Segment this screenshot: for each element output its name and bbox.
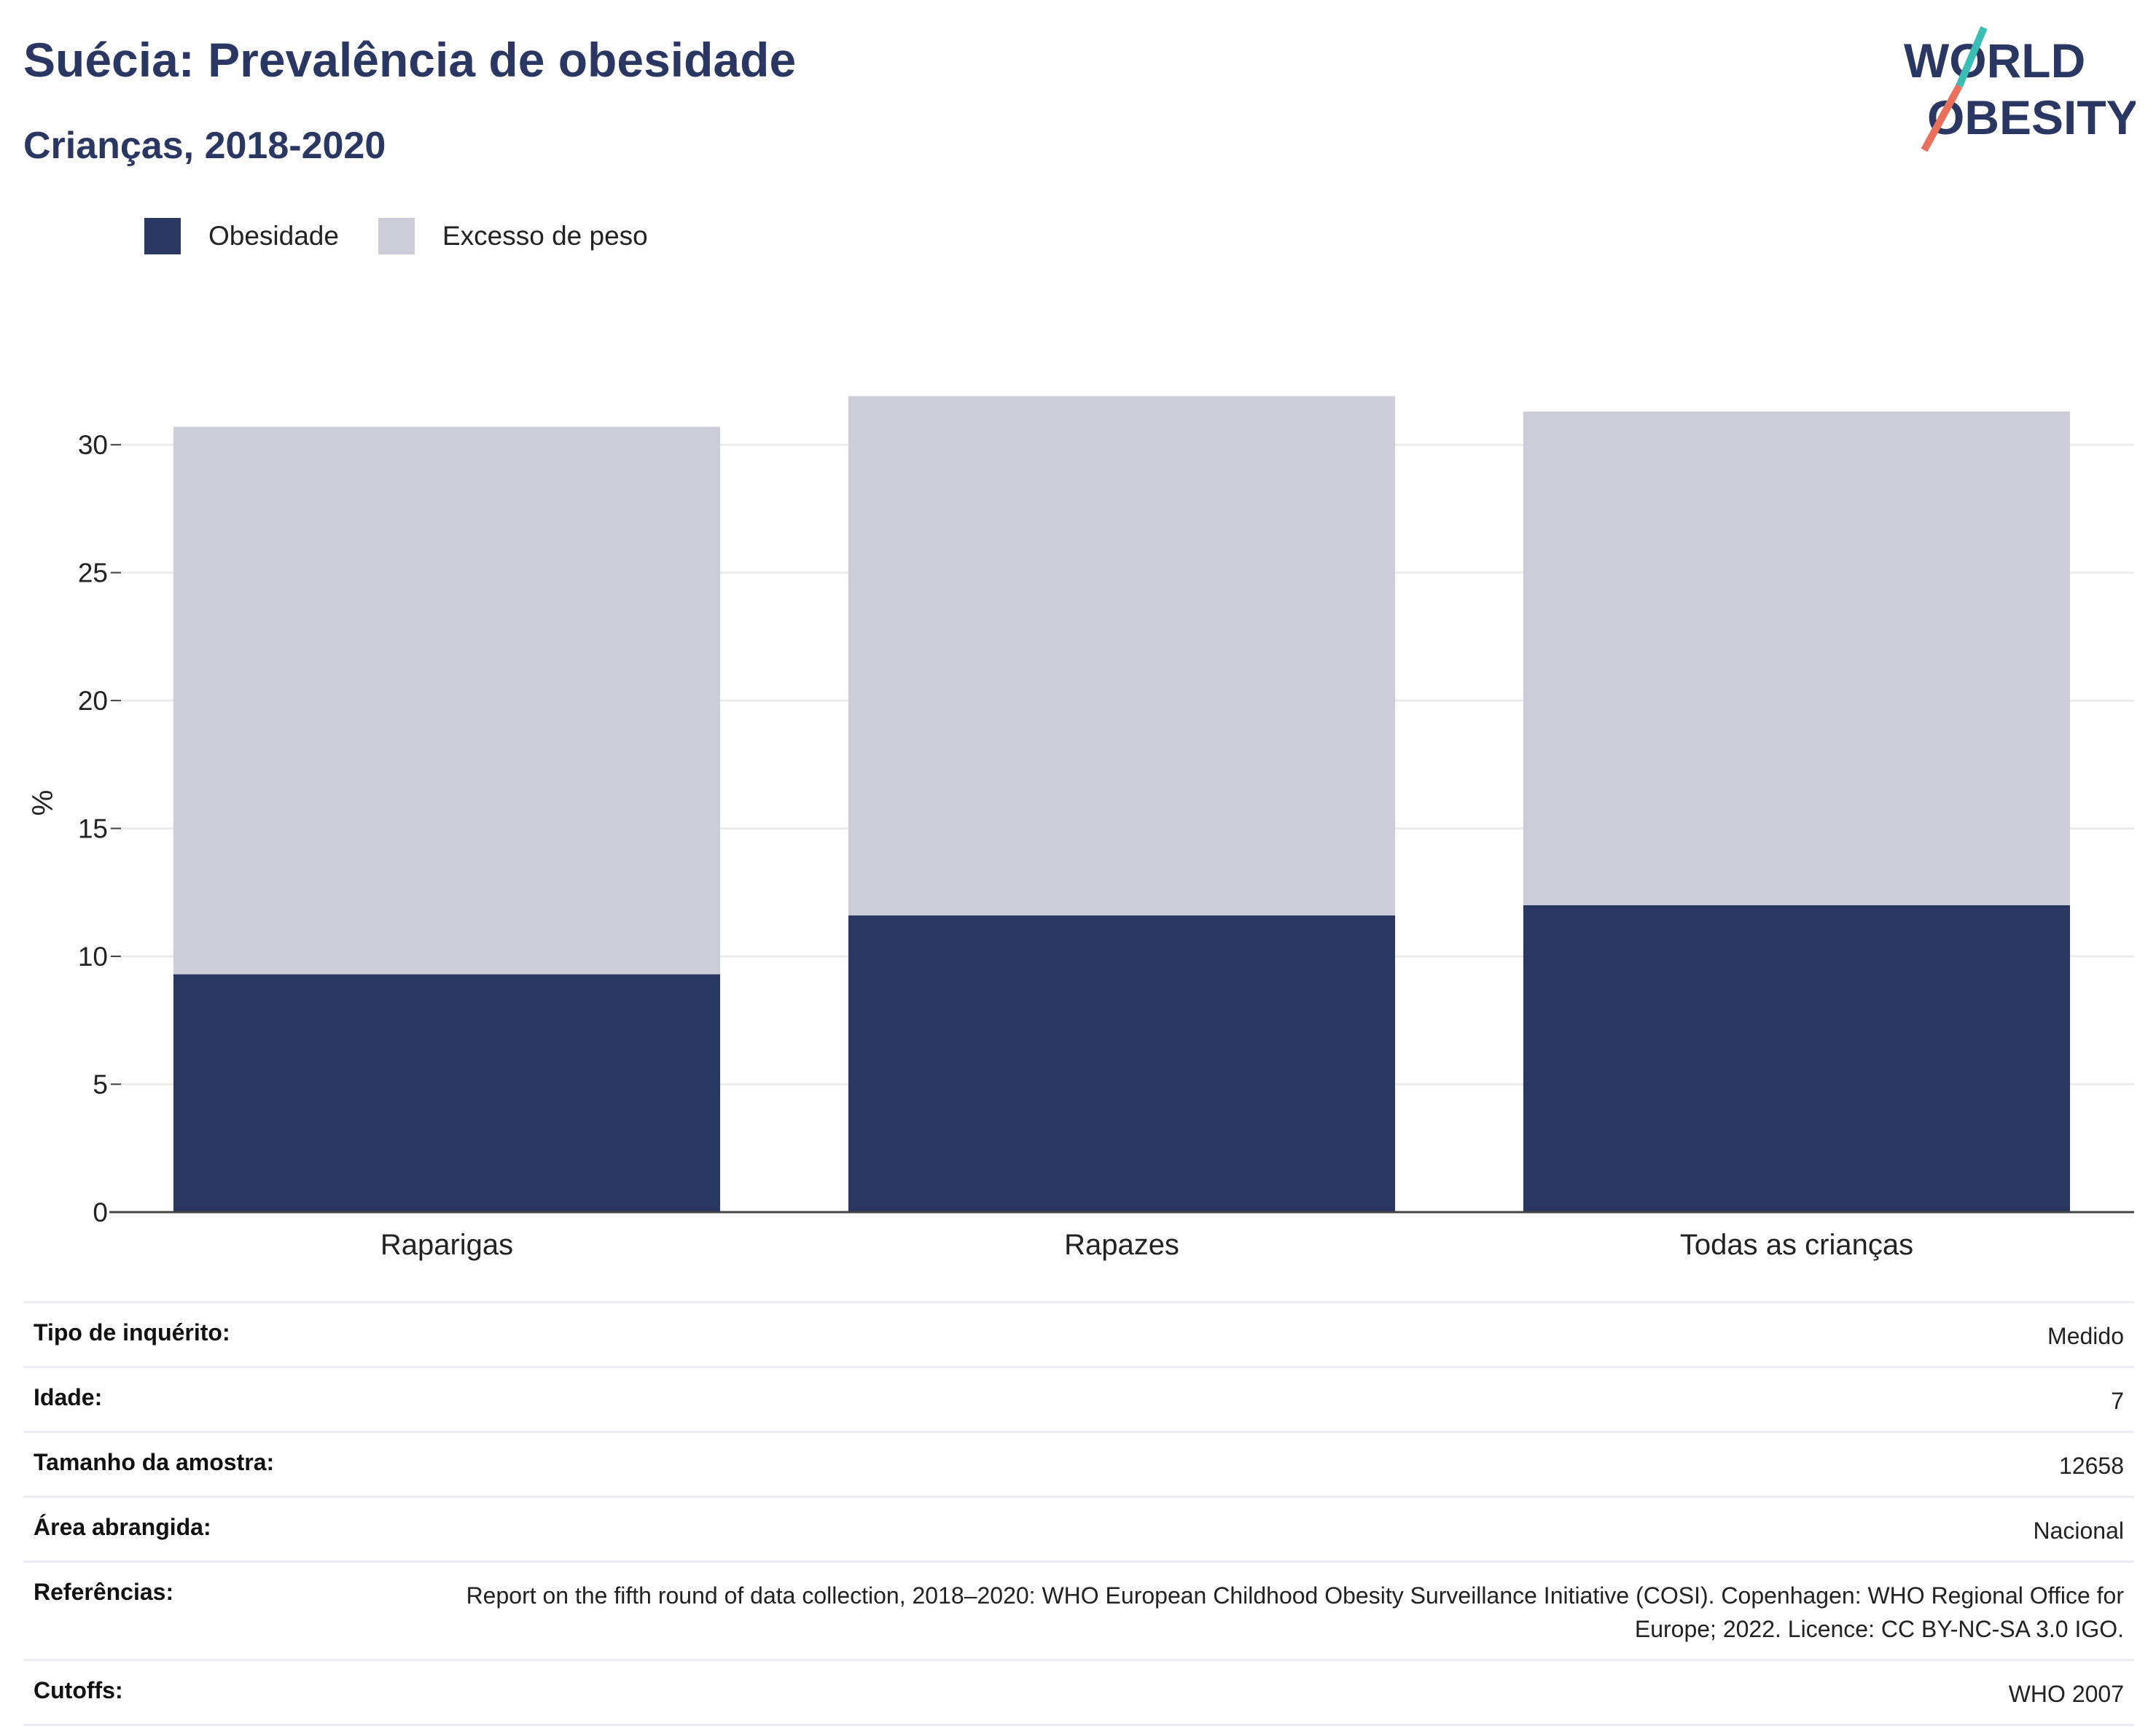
logo-line1: WORLD [1904, 34, 2085, 87]
info-key: Cutoffs: [34, 1677, 123, 1703]
bar-overweight [173, 426, 721, 975]
chart-legend: Obesidade Excesso de peso [144, 217, 687, 255]
info-value: Medido [2047, 1323, 2124, 1349]
world-obesity-logo: WORLD OBESITY [1904, 26, 2136, 152]
bar-obesity [848, 915, 1396, 1212]
info-row-sample-size: Tamanho da amostra: 12658 [23, 1431, 2134, 1496]
y-tick-label: 15 [78, 814, 108, 844]
y-tick-label: 30 [78, 430, 108, 460]
info-key: Área abrangida: [34, 1514, 211, 1540]
info-key: Idade: [34, 1384, 103, 1410]
info-value: 7 [2111, 1388, 2124, 1414]
y-tick-label: 0 [93, 1198, 108, 1227]
info-row-cutoffs: Cutoffs: WHO 2007 [23, 1659, 2134, 1726]
y-tick-label: 25 [78, 558, 108, 588]
legend-item-obesity[interactable]: Obesidade [144, 218, 339, 254]
info-row-area: Área abrangida: Nacional [23, 1496, 2134, 1561]
x-tick-label: Todas as crianças [1680, 1229, 1913, 1261]
info-value: 12658 [2059, 1453, 2124, 1479]
info-row-references: Referências: Report on the fifth round o… [23, 1561, 2134, 1659]
logo-slash-coral [1921, 84, 1963, 152]
info-row-age: Idade: 7 [23, 1366, 2134, 1431]
info-key: Referências: [34, 1579, 174, 1605]
bar-overweight [1523, 411, 2071, 905]
info-key: Tamanho da amostra: [34, 1449, 275, 1475]
stacked-bar-chart: 0 5 10 15 20 25 30% Raparigas Rapazes Todas as cr… [27, 396, 2134, 1261]
page-subtitle: Crianças, 2018-2020 [23, 125, 386, 167]
y-tick-label: 20 [78, 686, 108, 716]
logo-line2: OBESITY [1927, 90, 2136, 144]
legend-swatch-overweight [378, 218, 415, 254]
legend-item-overweight[interactable]: Excesso de peso [378, 218, 648, 254]
y-tick-label: 10 [78, 942, 108, 972]
legend-label-obesity: Obesidade [208, 221, 339, 251]
legend-label-overweight: Excesso de peso [442, 221, 648, 251]
info-value: WHO 2007 [2008, 1681, 2124, 1707]
x-tick-label: Raparigas [380, 1229, 513, 1261]
bar-obesity [173, 974, 721, 1212]
info-row-survey-type: Tipo de inquérito: Medido [23, 1301, 2134, 1366]
bar-overweight [848, 396, 1396, 915]
info-value: Report on the fifth round of data collec… [466, 1582, 2124, 1642]
page-title: Suécia: Prevalência de obesidade [23, 33, 797, 87]
x-tick-label: Rapazes [1064, 1229, 1179, 1261]
logo-slash-teal [1956, 26, 1988, 87]
y-axis-label: % [27, 790, 59, 816]
info-table: Tipo de inquérito: Medido Idade: 7 Taman… [23, 1301, 2134, 1726]
info-key: Tipo de inquérito: [34, 1319, 230, 1346]
legend-swatch-obesity [144, 218, 181, 254]
info-value: Nacional [2033, 1518, 2124, 1544]
bar-obesity [1523, 905, 2071, 1212]
y-tick-label: 5 [93, 1070, 108, 1100]
